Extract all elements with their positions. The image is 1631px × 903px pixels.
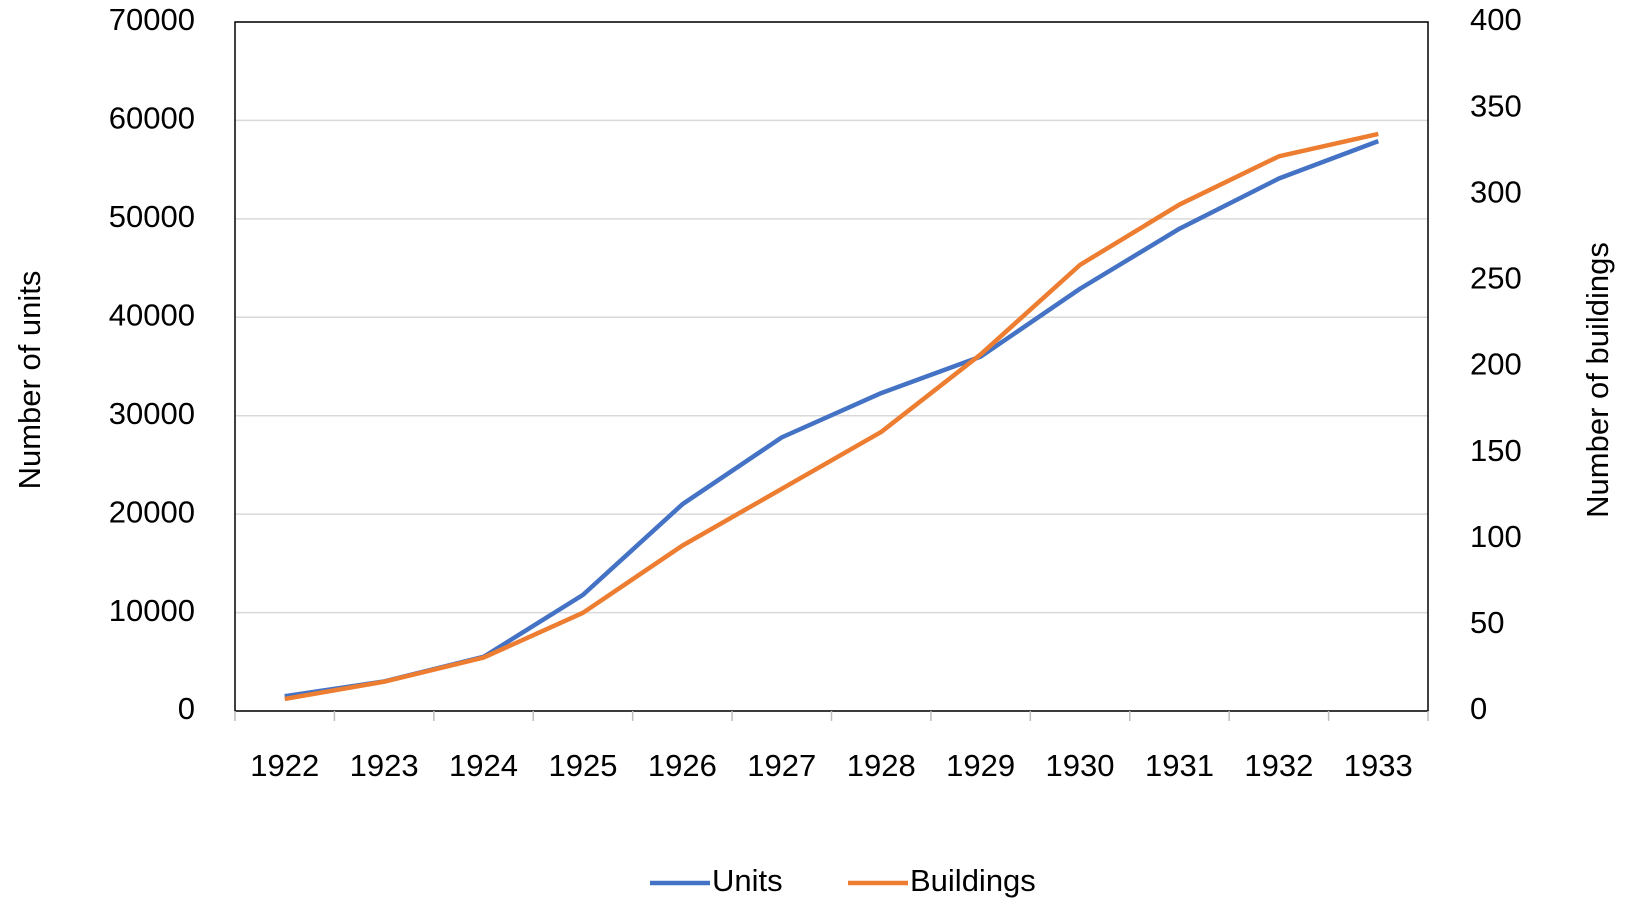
plot-border	[234, 21, 1429, 712]
y-tick-label: 40000	[109, 297, 195, 332]
y-tick-label: 60000	[109, 101, 195, 136]
y-tick-label: 30000	[109, 396, 195, 431]
y2-tick-label: 50	[1470, 605, 1504, 640]
legend-label: Buildings	[910, 863, 1036, 898]
y2-tick-label: 0	[1470, 691, 1487, 726]
x-tick-label: 1928	[847, 748, 916, 783]
y2-axis-label: Number of buildings	[1580, 242, 1615, 518]
x-tick-label: 1929	[946, 748, 1015, 783]
legend-label: Units	[712, 863, 783, 898]
x-tick-label: 1925	[548, 748, 617, 783]
x-tick-label: 1927	[747, 748, 816, 783]
y2-tick-label: 150	[1470, 433, 1522, 468]
y-tick-label: 70000	[109, 2, 195, 37]
y-tick-label: 50000	[109, 199, 195, 234]
x-tick-label: 1922	[250, 748, 319, 783]
y-tick-label: 0	[178, 691, 195, 726]
y2-tick-label: 250	[1470, 261, 1522, 296]
x-tick-label: 1933	[1344, 748, 1413, 783]
y2-tick-label: 300	[1470, 174, 1522, 209]
x-tick-label: 1930	[1046, 748, 1115, 783]
y-tick-label: 10000	[109, 593, 195, 628]
y2-tick-label: 350	[1470, 88, 1522, 123]
x-tick-label: 1923	[350, 748, 419, 783]
y-axis-label: Number of units	[12, 271, 47, 490]
x-tick-label: 1932	[1244, 748, 1313, 783]
y2-tick-label: 400	[1470, 2, 1522, 37]
y2-tick-label: 200	[1470, 347, 1522, 382]
x-tick-label: 1931	[1145, 748, 1214, 783]
y2-tick-label: 100	[1470, 519, 1522, 554]
line-series	[284, 131, 1379, 702]
x-tick-label: 1926	[648, 748, 717, 783]
y-tick-label: 20000	[109, 494, 195, 529]
x-tick-label: 1924	[449, 748, 518, 783]
